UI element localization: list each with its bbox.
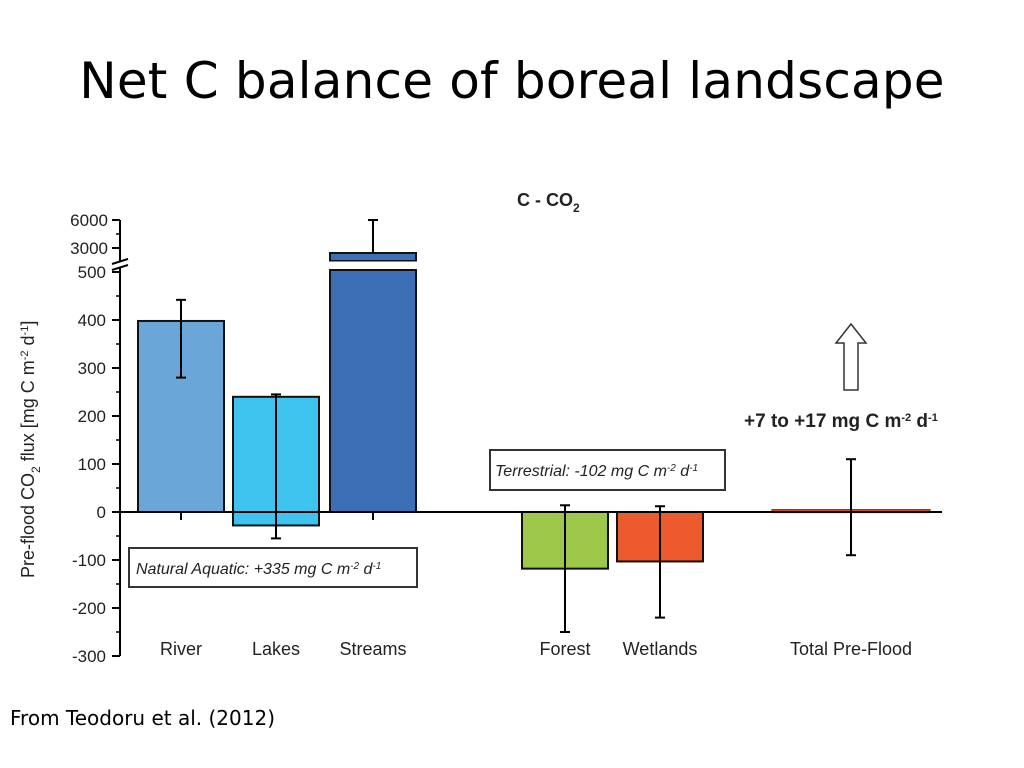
y-tick-label: 3000 — [70, 239, 108, 258]
annotation-aquatic: Natural Aquatic: +335 mg C m-2 d-1 — [136, 561, 381, 579]
y-tick-label: 500 — [78, 263, 106, 282]
x-tick-label: Wetlands — [623, 639, 698, 659]
y-tick-label: 300 — [78, 359, 106, 378]
slide-title: Net C balance of boreal landscape — [79, 52, 945, 110]
citation: From Teodoru et al. (2012) — [10, 706, 275, 730]
y-axis-break-mark — [111, 264, 129, 271]
y-tick-label: 0 — [97, 503, 106, 522]
y-axis-label: Pre-flood CO2 flux [mg C m-2 d-1] — [18, 321, 43, 578]
y-tick-label: -300 — [72, 647, 106, 666]
y-axis-break-mark — [111, 258, 129, 265]
annotation-total: +7 to +17 mg C m-2 d-1 — [744, 411, 938, 432]
annotation-box-terrestrial — [489, 449, 726, 491]
bar-streams-upper — [329, 252, 417, 262]
y-tick-label: -200 — [72, 599, 106, 618]
y-tick-label: 200 — [78, 407, 106, 426]
annotation-terrestrial: Terrestrial: -102 mg C m-2 d-1 — [495, 463, 698, 481]
y-tick-label: -100 — [72, 551, 106, 570]
chart-title: C - CO2 — [517, 190, 580, 215]
up-arrow-icon — [834, 322, 868, 391]
x-tick-label: Total Pre-Flood — [790, 639, 912, 659]
y-tick-label: 400 — [78, 311, 106, 330]
x-tick-label: Forest — [539, 639, 590, 659]
x-tick-label: Streams — [339, 639, 406, 659]
x-tick-label: Lakes — [252, 639, 300, 659]
x-tick-label: River — [160, 639, 202, 659]
y-tick-label: 6000 — [70, 211, 108, 230]
y-tick-label: 100 — [78, 455, 106, 474]
annotation-box-aquatic — [128, 547, 418, 588]
bar-streams — [329, 269, 417, 513]
